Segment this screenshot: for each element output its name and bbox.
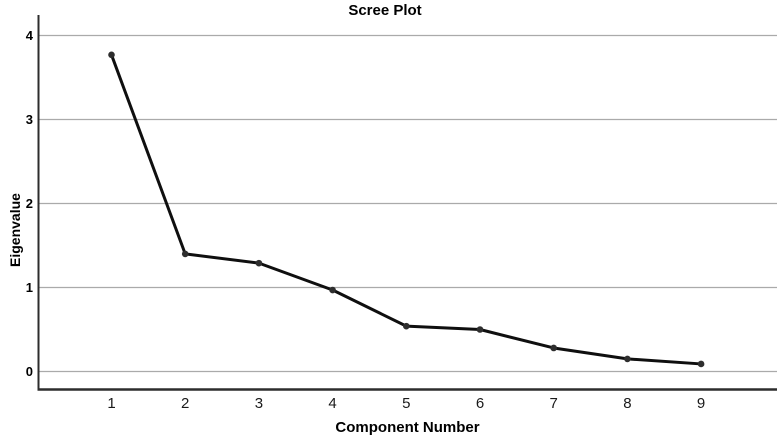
data-point-marker (255, 259, 263, 267)
y-tick-label: 0 (25, 363, 33, 379)
data-point-marker (550, 344, 557, 352)
data-point-marker (329, 286, 336, 294)
data-point-marker (476, 326, 484, 333)
x-tick-label: 1 (107, 395, 116, 412)
y-axis-ticks: 4 3 2 1 0 (0, 0, 33, 445)
data-point-marker (181, 250, 189, 258)
x-axis-label: Component Number (335, 419, 480, 436)
x-tick-label: 2 (181, 395, 190, 412)
x-tick-label: 7 (549, 395, 558, 412)
x-tick-label: 9 (696, 395, 706, 412)
eigenvalue-line (110, 53, 703, 366)
y-tick-label: 2 (25, 195, 33, 211)
data-point-marker (403, 322, 410, 330)
x-tick-label: 4 (328, 395, 337, 412)
x-tick-label: 8 (623, 395, 632, 412)
x-tick-label: 3 (254, 395, 264, 412)
data-point-marker (108, 51, 115, 59)
chart-title: Scree Plot (348, 2, 422, 19)
data-point-marker (624, 355, 631, 363)
x-tick-label: 5 (402, 395, 411, 412)
data-point-marker (697, 360, 705, 368)
y-tick-label: 3 (25, 111, 33, 127)
x-tick-label: 6 (475, 395, 485, 412)
y-tick-label: 4 (25, 27, 33, 43)
y-tick-label: 1 (25, 279, 33, 295)
